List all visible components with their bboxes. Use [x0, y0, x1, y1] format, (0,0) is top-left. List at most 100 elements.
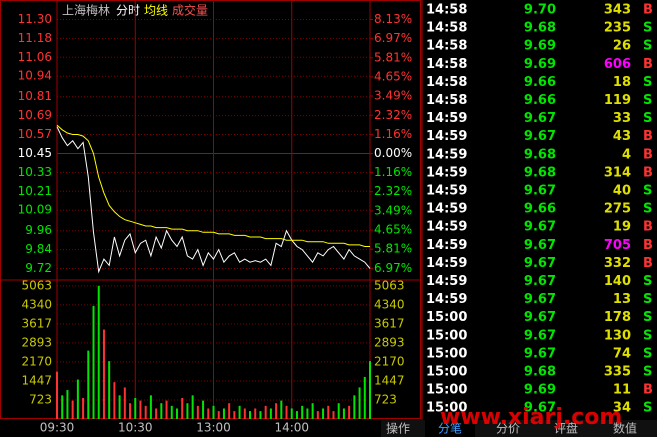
volume-bar — [97, 285, 100, 419]
y-tick-label: 9.84 — [25, 242, 52, 256]
tab[interactable]: 评盘 — [554, 421, 578, 436]
trade-side: S — [643, 184, 652, 199]
volume-tick-label-right: 5063 — [374, 278, 405, 292]
trade-price: 9.67 — [524, 328, 556, 343]
trade-price: 9.67 — [524, 129, 556, 144]
volume-bar — [92, 305, 95, 419]
y2-tick-label: 2.32% — [374, 184, 412, 198]
tab[interactable]: 分笔 — [438, 421, 462, 436]
volume-bar — [233, 411, 236, 419]
volume-bar — [56, 371, 58, 419]
y-tick-label: 11.06 — [18, 50, 52, 64]
trade-side: S — [643, 401, 652, 416]
y-tick-label: 10.57 — [18, 127, 52, 141]
volume-bar — [139, 400, 142, 419]
volume-tick-label-right: 723 — [374, 392, 397, 406]
volume-bar — [332, 411, 335, 419]
volume-bar — [113, 382, 116, 419]
volume-bar — [61, 395, 64, 419]
legend-price: 分时 — [116, 4, 140, 18]
y2-tick-label: 4.65% — [374, 69, 412, 83]
volume-bar — [369, 361, 371, 419]
y-tick-label: 11.18 — [18, 31, 52, 45]
trade-price: 9.67 — [524, 401, 556, 416]
trade-volume: 40 — [613, 184, 631, 199]
y2-tick-label: 3.49% — [374, 203, 412, 217]
volume-bar — [295, 411, 298, 419]
trade-price: 9.67 — [524, 292, 556, 307]
volume-tick-label: 2170 — [21, 354, 52, 368]
trade-time: 14:59 — [426, 184, 467, 199]
trade-time: 15:00 — [426, 401, 467, 416]
trade-time: 14:58 — [426, 93, 467, 108]
trade-price: 9.67 — [524, 184, 556, 199]
volume-bar — [249, 411, 252, 419]
volume-bar — [186, 403, 189, 419]
volume-bar — [202, 400, 205, 419]
trade-side: S — [643, 274, 652, 289]
volume-bar — [327, 405, 330, 419]
tab[interactable]: 分价 — [496, 422, 520, 436]
volume-bar — [290, 408, 293, 419]
volume-tick-label-right: 1447 — [374, 373, 405, 387]
trade-volume: 33 — [613, 111, 631, 126]
chart-frame — [0, 0, 421, 419]
y2-tick-label: 0.00% — [374, 146, 412, 160]
volume-bar — [160, 403, 163, 419]
y-tick-label: 10.45 — [18, 146, 52, 160]
trade-time: 14:59 — [426, 165, 467, 180]
trade-side: B — [643, 3, 653, 18]
volume-bar — [243, 408, 246, 419]
y2-tick-label: 6.97% — [374, 31, 412, 45]
legend-volume: 成交量 — [172, 3, 208, 18]
trade-side: B — [643, 238, 653, 253]
volume-bar — [181, 397, 184, 419]
trade-volume: 140 — [604, 274, 631, 289]
trade-side: B — [643, 147, 653, 162]
volume-bar — [342, 408, 345, 419]
trade-price: 9.67 — [524, 238, 556, 253]
watermark: www.xiarj.com — [440, 405, 622, 430]
y-tick-label: 10.69 — [18, 108, 52, 122]
trade-price: 9.68 — [524, 165, 556, 180]
y-tick-label: 10.94 — [18, 69, 52, 83]
trade-side: S — [643, 310, 652, 325]
volume-tick-label: 1447 — [21, 373, 52, 387]
volume-bar — [175, 408, 178, 419]
volume-tick-label: 3617 — [21, 316, 52, 330]
y2-tick-label: 5.81% — [374, 50, 412, 64]
trade-time: 14:58 — [426, 75, 467, 90]
trade-side: S — [643, 21, 652, 36]
trade-side: S — [643, 202, 652, 217]
trade-price: 9.67 — [524, 220, 556, 235]
tab[interactable]: 数值 — [613, 421, 637, 436]
trade-side: B — [643, 165, 653, 180]
volume-bar — [363, 376, 366, 419]
volume-bar — [238, 405, 241, 419]
volume-bar — [123, 387, 126, 419]
volume-bar — [269, 408, 272, 419]
volume-bar — [207, 408, 210, 419]
volume-bar — [306, 408, 309, 419]
trade-volume: 4 — [622, 147, 631, 162]
trade-time: 14:59 — [426, 202, 467, 217]
trade-volume: 314 — [604, 165, 631, 180]
trade-side: B — [643, 256, 653, 271]
volume-bar — [102, 329, 105, 419]
volume-bar — [316, 411, 319, 419]
y2-tick-label: 1.16% — [374, 165, 412, 179]
volume-bar — [66, 390, 69, 419]
trade-price: 9.68 — [524, 21, 556, 36]
x-tick-label: 09:30 — [40, 421, 75, 435]
trade-volume: 178 — [604, 310, 631, 325]
trade-volume: 26 — [613, 39, 631, 54]
volume-tick-label-right: 2170 — [374, 354, 405, 368]
tab-active-bg — [425, 420, 475, 437]
y-tick-label: 9.96 — [25, 223, 52, 237]
y-tick-label: 10.21 — [18, 184, 52, 198]
trade-price: 9.66 — [524, 93, 556, 108]
tab[interactable]: 操作 — [386, 421, 410, 436]
y2-tick-label: 4.65% — [374, 223, 412, 237]
volume-bar — [71, 400, 74, 419]
trade-volume: 18 — [613, 75, 631, 90]
